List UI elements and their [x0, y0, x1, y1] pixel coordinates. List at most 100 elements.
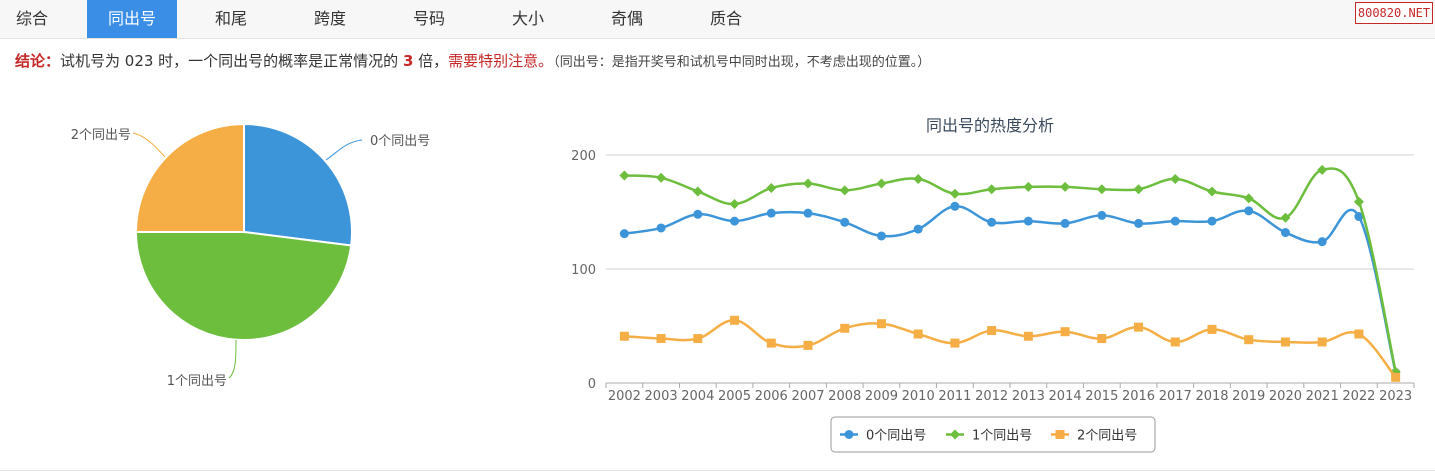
series-line-2 [624, 319, 1397, 379]
data-point-s1-2020[interactable] [1280, 212, 1291, 223]
data-point-s1-2008[interactable] [839, 185, 850, 196]
data-point-s0-2007[interactable] [803, 208, 813, 218]
data-point-s1-2011[interactable] [949, 188, 960, 199]
data-point-s2-2008[interactable] [840, 323, 850, 333]
data-point-s2-2013[interactable] [1023, 331, 1033, 341]
conclusion-text-2: 倍， [413, 52, 449, 70]
site-brand-logo[interactable]: 800820.NET [1355, 2, 1433, 24]
data-point-s1-2017[interactable] [1170, 173, 1181, 184]
data-point-s0-2018[interactable] [1207, 216, 1217, 226]
data-point-s2-2015[interactable] [1097, 334, 1107, 344]
data-point-s1-2006[interactable] [766, 183, 777, 194]
legend-marker-1[interactable] [950, 429, 960, 440]
data-point-s2-2017[interactable] [1170, 337, 1180, 347]
data-point-s1-2016[interactable] [1133, 184, 1144, 195]
legend-marker-2[interactable] [1055, 430, 1065, 439]
conclusion-text-1: 试机号为 023 时，一个同出号的概率是正常情况的 [60, 52, 403, 70]
data-point-s2-2022[interactable] [1354, 329, 1364, 339]
data-point-s0-2017[interactable] [1170, 216, 1180, 226]
bottom-divider [0, 470, 1435, 471]
data-point-s2-2010[interactable] [913, 329, 923, 339]
data-point-s1-2015[interactable] [1096, 184, 1107, 195]
data-point-s0-2012[interactable] [987, 217, 997, 227]
data-point-s2-2002[interactable] [619, 331, 629, 341]
x-tick-label-2022: 2022 [1342, 389, 1375, 404]
x-tick-label-2018: 2018 [1195, 389, 1228, 404]
data-point-s2-2018[interactable] [1207, 324, 1217, 334]
data-point-s2-2009[interactable] [876, 319, 886, 329]
conclusion-note: （同出号：是指开奖号和试机号中同时出现，不考虑出现的位置。） [553, 55, 931, 70]
data-point-s0-2022[interactable] [1354, 212, 1364, 222]
data-point-s1-2014[interactable] [1060, 181, 1071, 192]
legend-label-2[interactable]: 2个同出号 [1077, 429, 1137, 444]
tab-daxiao[interactable]: 大小 [511, 9, 544, 28]
tab-zonghe[interactable]: 综合 [15, 9, 48, 28]
data-point-s2-2021[interactable] [1317, 337, 1327, 347]
data-point-s2-2020[interactable] [1280, 337, 1290, 347]
data-point-s0-2009[interactable] [876, 231, 886, 241]
data-point-s1-2018[interactable] [1207, 186, 1217, 197]
data-point-s1-2021[interactable] [1317, 164, 1328, 175]
tab-kuadu[interactable]: 跨度 [313, 9, 346, 28]
data-point-s2-2014[interactable] [1060, 327, 1070, 337]
data-point-s0-2010[interactable] [913, 224, 923, 234]
data-point-s0-2002[interactable] [619, 229, 629, 239]
x-tick-label-2019: 2019 [1232, 389, 1265, 404]
data-point-s2-2007[interactable] [803, 340, 813, 350]
data-point-s0-2006[interactable] [766, 208, 776, 218]
pie-slice-1[interactable] [134, 231, 353, 341]
y-tick-label-0: 0 [588, 377, 596, 392]
data-point-s1-2002[interactable] [619, 170, 630, 181]
data-point-s2-2004[interactable] [693, 334, 703, 344]
data-point-s0-2015[interactable] [1097, 210, 1107, 220]
y-tick-label-100: 100 [571, 263, 596, 278]
x-tick-label-2002: 2002 [608, 389, 641, 404]
pie-slice-2[interactable] [134, 122, 245, 233]
data-point-s1-2019[interactable] [1243, 193, 1254, 204]
data-point-s0-2003[interactable] [656, 223, 666, 233]
data-point-s1-2003[interactable] [656, 172, 667, 183]
data-point-s2-2023[interactable] [1391, 372, 1401, 382]
data-point-s2-2003[interactable] [656, 334, 666, 344]
legend-label-0[interactable]: 0个同出号 [866, 429, 926, 444]
data-point-s0-2004[interactable] [693, 209, 703, 219]
tab-tongchuhao[interactable]: 同出号 [87, 0, 177, 38]
data-point-s1-2007[interactable] [803, 178, 813, 189]
data-point-s0-2011[interactable] [950, 201, 960, 211]
pie-slice-0[interactable] [243, 122, 353, 247]
data-point-s1-2004[interactable] [692, 186, 703, 197]
data-point-s0-2014[interactable] [1060, 218, 1070, 228]
data-point-s2-2016[interactable] [1134, 322, 1144, 332]
data-point-s0-2020[interactable] [1280, 228, 1290, 238]
data-point-s1-2009[interactable] [876, 178, 887, 189]
data-point-s1-2012[interactable] [986, 184, 997, 195]
data-point-s0-2021[interactable] [1317, 237, 1327, 247]
tab-jiou[interactable]: 奇偶 [610, 9, 643, 28]
pie-label-connector-0 [325, 139, 363, 161]
data-point-s2-2011[interactable] [950, 338, 960, 348]
legend-label-1[interactable]: 1个同出号 [972, 429, 1032, 444]
data-point-s2-2006[interactable] [766, 338, 776, 348]
data-point-s0-2016[interactable] [1134, 218, 1144, 228]
data-point-s2-2019[interactable] [1244, 335, 1254, 345]
tab-zhihe[interactable]: 质合 [709, 9, 742, 28]
data-point-s0-2019[interactable] [1244, 206, 1254, 216]
data-point-s1-2022[interactable] [1353, 196, 1364, 207]
legend-marker-0[interactable] [844, 430, 854, 439]
data-point-s1-2013[interactable] [1023, 181, 1034, 192]
data-point-s0-2005[interactable] [730, 216, 740, 226]
x-tick-label-2009: 2009 [865, 389, 898, 404]
x-tick-label-2023: 2023 [1379, 389, 1412, 404]
y-tick-label-200: 200 [571, 149, 596, 164]
series-line-0 [624, 205, 1397, 374]
tab-haoma[interactable]: 号码 [412, 9, 445, 28]
data-point-s0-2013[interactable] [1023, 216, 1033, 226]
data-point-s0-2008[interactable] [840, 217, 850, 227]
data-point-s1-2010[interactable] [913, 173, 924, 184]
data-point-s1-2005[interactable] [729, 199, 740, 210]
tab-hewei[interactable]: 和尾 [214, 9, 247, 28]
data-point-s2-2012[interactable] [987, 326, 997, 336]
data-point-s2-2005[interactable] [730, 315, 740, 325]
x-tick-label-2017: 2017 [1159, 389, 1192, 404]
conclusion-text: 结论：试机号为 023 时，一个同出号的概率是正常情况的 3 倍，需要特别注意。… [15, 50, 930, 71]
